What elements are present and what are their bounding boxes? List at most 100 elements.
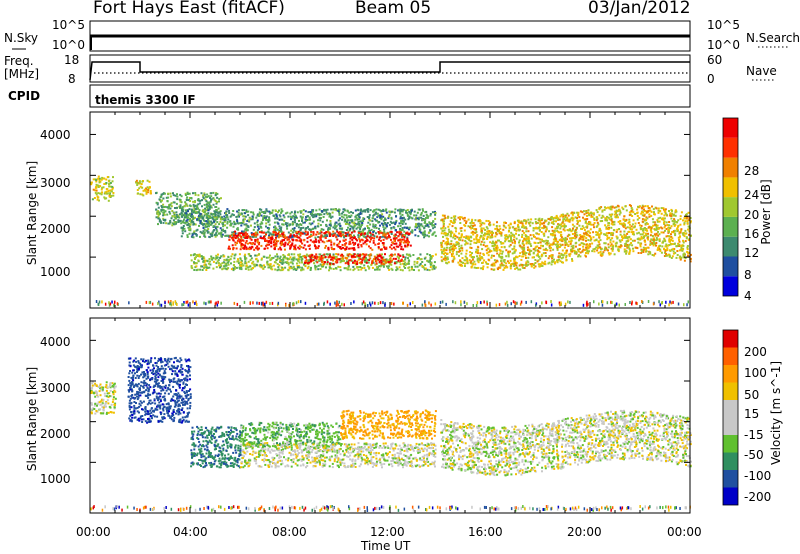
power-cell [559, 227, 562, 230]
power-cell [619, 240, 622, 243]
power-cell [443, 252, 445, 255]
power-cell [348, 221, 351, 224]
power-cell [222, 225, 225, 228]
power-cell [388, 236, 391, 239]
power-cell [390, 230, 393, 233]
power-cell [281, 235, 284, 237]
power-cell [502, 264, 505, 267]
power-cell [270, 233, 273, 236]
power-cell [251, 262, 254, 265]
power-cell [188, 223, 191, 226]
power-cell [642, 211, 645, 214]
power-cell [314, 245, 317, 247]
power-cell [377, 214, 380, 217]
power-cell [689, 253, 692, 256]
power-cell [233, 264, 235, 267]
power-cell [577, 248, 579, 251]
power-cell [419, 258, 422, 261]
power-cell [469, 243, 472, 246]
power-cell [190, 265, 193, 267]
power-cell [354, 256, 357, 258]
power-cell [330, 258, 333, 261]
power-cell [598, 243, 601, 246]
power-cell [655, 207, 658, 210]
power-cell [229, 222, 232, 225]
power-cell [583, 218, 586, 221]
power-cell [397, 245, 400, 248]
nave-label: Nave [746, 64, 777, 78]
power-cell [215, 262, 218, 265]
power-cell [360, 232, 363, 235]
power-cell [287, 215, 290, 218]
power-cell [523, 226, 526, 229]
power-cell [477, 249, 480, 252]
power-cell [486, 230, 489, 233]
power-cell [155, 216, 158, 219]
power-cell [424, 263, 427, 266]
power-cell [107, 190, 110, 192]
power-cell [671, 248, 673, 251]
power-cell [469, 226, 472, 229]
power-cell [155, 208, 158, 211]
power-cell [477, 266, 480, 269]
power-cell [430, 255, 433, 258]
power-cell [496, 227, 498, 230]
power-cell [567, 244, 570, 247]
power-cell [313, 241, 316, 244]
power-cell [359, 258, 362, 260]
power-cell [299, 255, 302, 258]
power-cell [607, 216, 610, 219]
power-cell [338, 213, 341, 216]
power-cell [660, 207, 663, 210]
power-cell [566, 219, 569, 222]
power-cell [548, 255, 551, 258]
power-cell [541, 238, 543, 241]
power-cell [453, 217, 456, 220]
power-cell [344, 218, 347, 221]
power-cell [464, 239, 467, 242]
power-cell [482, 268, 484, 271]
power-cell [270, 240, 273, 243]
power-cell [397, 235, 400, 238]
power-cell [606, 237, 609, 239]
power-cell [397, 259, 400, 262]
power-cell [242, 234, 245, 237]
power-cell [236, 260, 239, 263]
power-cell [194, 216, 196, 219]
power-cell [608, 207, 611, 210]
power-cell [390, 226, 393, 229]
power-cell [157, 206, 160, 209]
power-cell [245, 264, 248, 267]
power-cell [334, 226, 337, 229]
power-cell [275, 236, 277, 239]
power-cell [518, 229, 521, 232]
power-cell [668, 221, 671, 223]
power-cell [246, 229, 249, 232]
power-cell [192, 217, 195, 220]
power-cell [331, 258, 334, 260]
power-cell [586, 214, 588, 217]
power-cell [178, 216, 181, 219]
power-cell [277, 240, 280, 243]
power-cell [415, 216, 417, 219]
power-cell [244, 237, 247, 239]
power-cell [440, 245, 443, 248]
power-cell [514, 249, 517, 252]
power-cell [403, 226, 406, 229]
power-cell [193, 209, 196, 212]
power-cell [99, 185, 102, 188]
power-cell [281, 239, 284, 242]
power-cell [662, 218, 665, 221]
power-cell [280, 248, 283, 251]
power-cell [215, 192, 218, 195]
power-cell [208, 222, 211, 225]
power-cell [374, 224, 377, 226]
power-cell [446, 262, 449, 265]
power-cell [343, 267, 346, 270]
power-cell [267, 241, 270, 244]
power-cell [382, 243, 385, 246]
freq-trace [89, 61, 690, 81]
power-cell [380, 217, 383, 220]
power-cell [244, 212, 247, 215]
power-cell [667, 229, 670, 231]
